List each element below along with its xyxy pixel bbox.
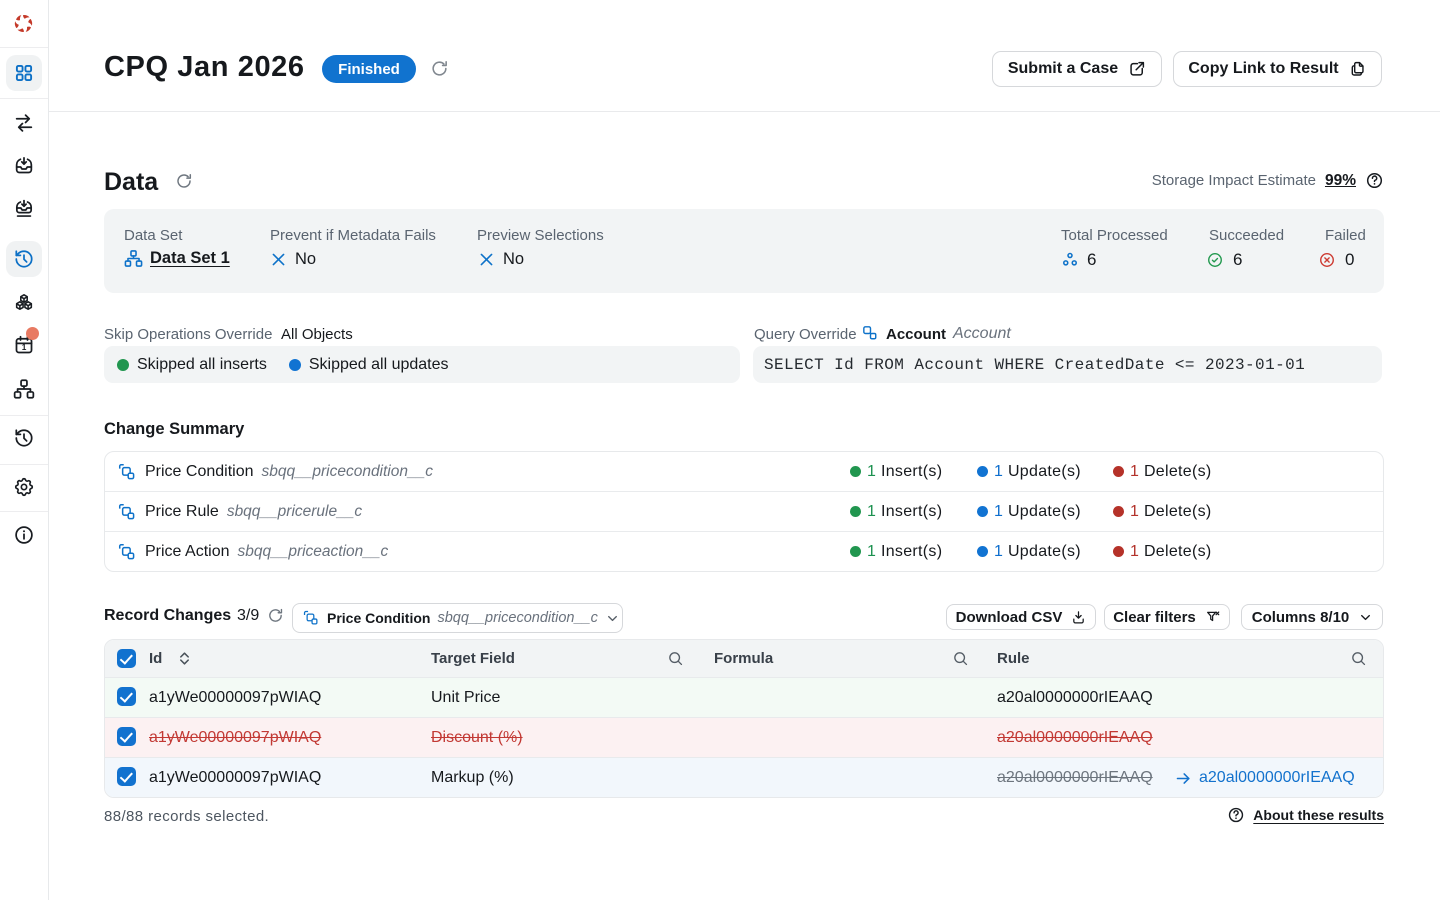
svg-text:1: 1 bbox=[22, 343, 27, 352]
